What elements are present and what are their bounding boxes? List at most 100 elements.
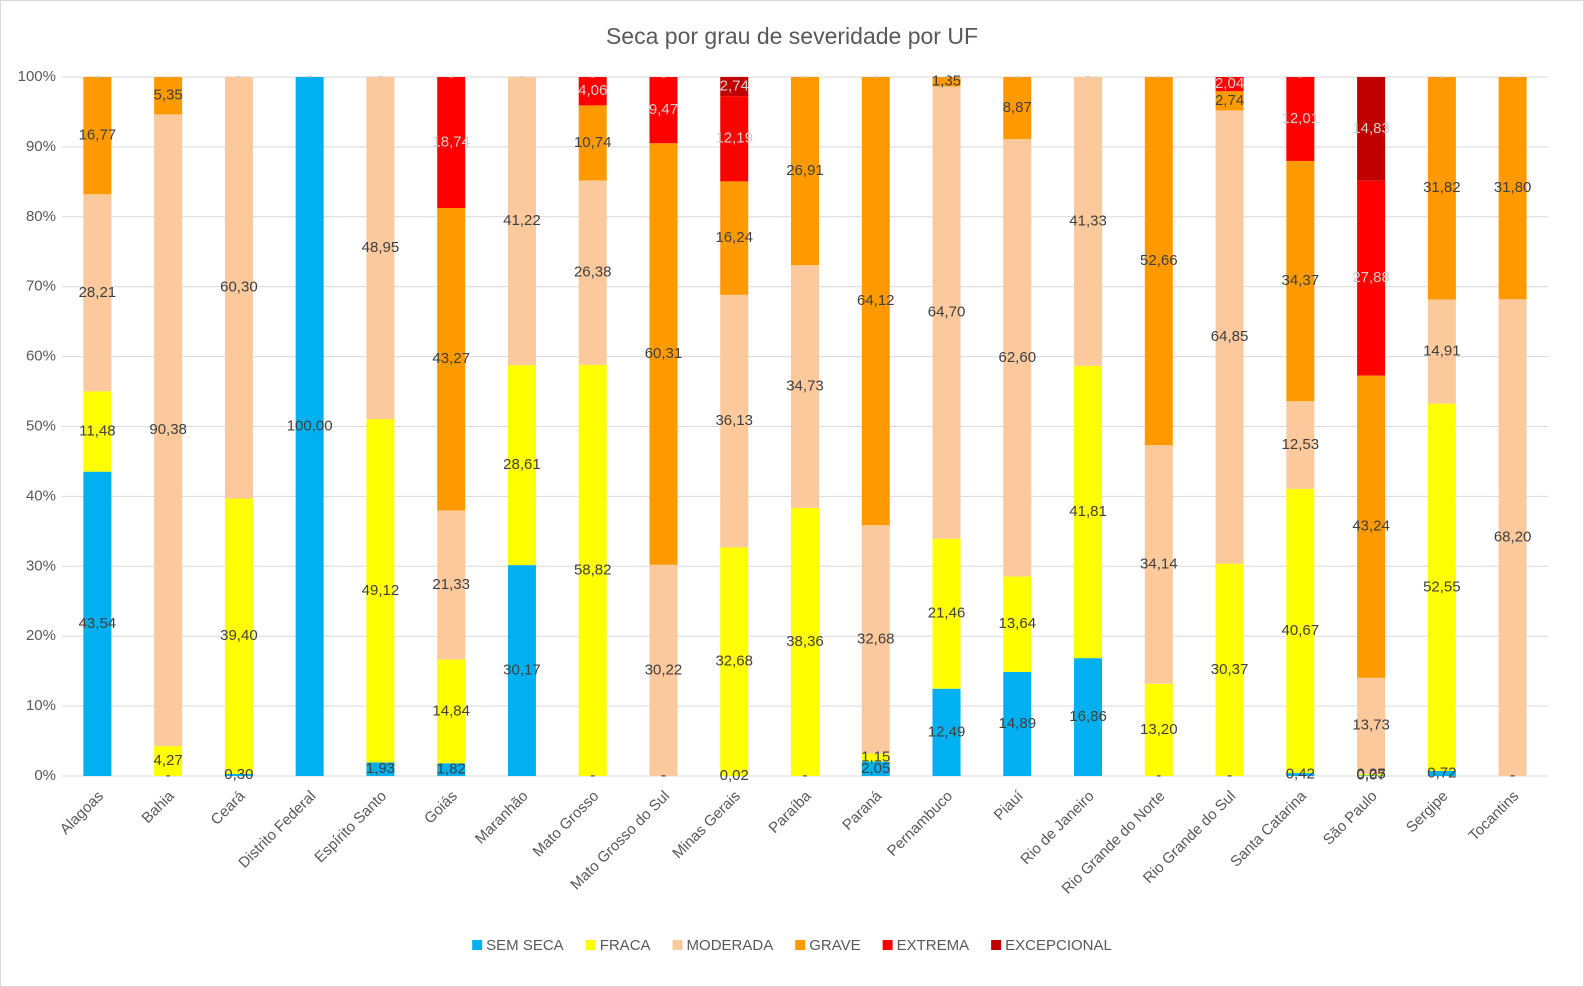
bar-segment xyxy=(1215,77,1244,92)
value-label: - xyxy=(1086,68,1091,85)
bar-segment xyxy=(1286,77,1315,161)
value-label: 14,91 xyxy=(1423,343,1461,360)
value-label: - xyxy=(166,68,171,85)
value-label: - xyxy=(95,68,100,85)
value-label: 39,40 xyxy=(220,627,258,644)
value-label: 41,81 xyxy=(1069,503,1107,520)
value-label: - xyxy=(1015,68,1020,85)
value-label: 28,21 xyxy=(79,284,117,301)
value-label: - xyxy=(1510,68,1515,85)
value-label: 12,19 xyxy=(715,130,753,147)
bar-segment xyxy=(720,181,749,295)
value-label: - xyxy=(378,68,383,85)
y-tick-label: 30% xyxy=(26,557,56,574)
value-label: 5,35 xyxy=(154,87,183,104)
value-label: - xyxy=(166,767,171,784)
y-tick-label: 10% xyxy=(26,697,56,714)
value-label: - xyxy=(307,68,312,85)
value-label: 27,88 xyxy=(1352,269,1390,286)
bar-segment xyxy=(578,105,607,181)
bar-segment xyxy=(83,391,112,472)
value-label: - xyxy=(449,68,454,85)
bar-segment xyxy=(791,265,819,508)
legend-swatch xyxy=(672,940,683,950)
bar-segment xyxy=(932,538,961,689)
bar-segment xyxy=(437,659,466,764)
legend-label: FRACA xyxy=(600,937,651,954)
y-tick-label: 50% xyxy=(26,417,56,434)
bar-segment xyxy=(437,207,466,511)
value-label: 30,22 xyxy=(645,661,683,678)
value-label: 48,95 xyxy=(362,239,400,256)
value-label: - xyxy=(1015,68,1020,85)
legend-label: MODERADA xyxy=(687,937,774,954)
y-tick-label: 100% xyxy=(18,68,56,85)
value-label: - xyxy=(1086,68,1091,85)
value-label: - xyxy=(590,767,595,784)
bar-segment xyxy=(1003,671,1032,776)
bar-segment xyxy=(1357,677,1386,774)
value-label: 38,36 xyxy=(786,633,824,650)
bar-segment xyxy=(720,547,749,776)
value-label: - xyxy=(661,767,666,784)
value-label: 16,86 xyxy=(1069,708,1107,725)
value-label: - xyxy=(519,68,524,85)
bar-segment xyxy=(1074,77,1103,366)
chart-title: Seca por grau de severidade por UF xyxy=(606,23,978,49)
value-label: 30,37 xyxy=(1211,661,1249,678)
value-label: 21,46 xyxy=(928,605,966,622)
bar-segment xyxy=(861,77,890,526)
bar-segment xyxy=(1215,110,1244,564)
bar-segment xyxy=(1498,77,1527,300)
value-label: - xyxy=(1227,767,1232,784)
value-label: 12,53 xyxy=(1282,436,1320,453)
value-label: - xyxy=(803,68,808,85)
value-label: 18,74 xyxy=(432,133,470,150)
bar-segment xyxy=(1357,180,1386,376)
bar-segment xyxy=(507,77,536,366)
bar-segment xyxy=(1074,365,1103,659)
value-label: 62,60 xyxy=(999,349,1037,366)
bar-segment xyxy=(791,507,819,776)
bar-segment xyxy=(932,688,961,776)
value-label: - xyxy=(378,68,383,85)
value-label: 21,33 xyxy=(432,576,470,593)
bar-segment xyxy=(1427,403,1456,771)
value-label: 31,82 xyxy=(1423,179,1461,196)
value-label: 34,37 xyxy=(1282,272,1320,289)
bar-segment xyxy=(437,77,466,208)
value-label: - xyxy=(1227,68,1232,85)
value-label: - xyxy=(590,68,595,85)
value-label: 64,12 xyxy=(857,292,895,309)
bar-segment xyxy=(1286,160,1315,402)
legend-item: SEM SECA xyxy=(472,937,564,954)
value-label: 64,70 xyxy=(928,304,966,321)
y-tick-label: 20% xyxy=(26,627,56,644)
value-label: 14,83 xyxy=(1352,120,1390,137)
bar-segment xyxy=(649,77,678,144)
value-label: - xyxy=(1156,68,1161,85)
value-label: - xyxy=(873,68,878,85)
value-label: 49,12 xyxy=(362,582,400,599)
bar-segment xyxy=(578,180,607,365)
bar-segment xyxy=(507,365,536,566)
value-label: 40,67 xyxy=(1282,622,1320,639)
bar-segment xyxy=(1144,77,1173,446)
value-label: 14,89 xyxy=(999,715,1037,732)
bar-segment xyxy=(83,194,112,392)
y-tick-label: 40% xyxy=(26,487,56,504)
legend-label: EXTREMA xyxy=(897,937,970,954)
value-label: - xyxy=(236,68,241,85)
legend-swatch xyxy=(585,940,596,950)
value-label: 16,24 xyxy=(715,229,753,246)
value-label: - xyxy=(803,68,808,85)
bar-segment xyxy=(1144,683,1173,776)
value-label: 32,68 xyxy=(857,630,895,647)
bar-segment xyxy=(1286,488,1315,774)
value-label: 12,01 xyxy=(1282,110,1320,127)
bar-segment xyxy=(932,77,961,87)
value-label: 26,38 xyxy=(574,264,612,281)
bar-segment xyxy=(1074,658,1103,776)
value-label: 26,91 xyxy=(786,162,824,179)
